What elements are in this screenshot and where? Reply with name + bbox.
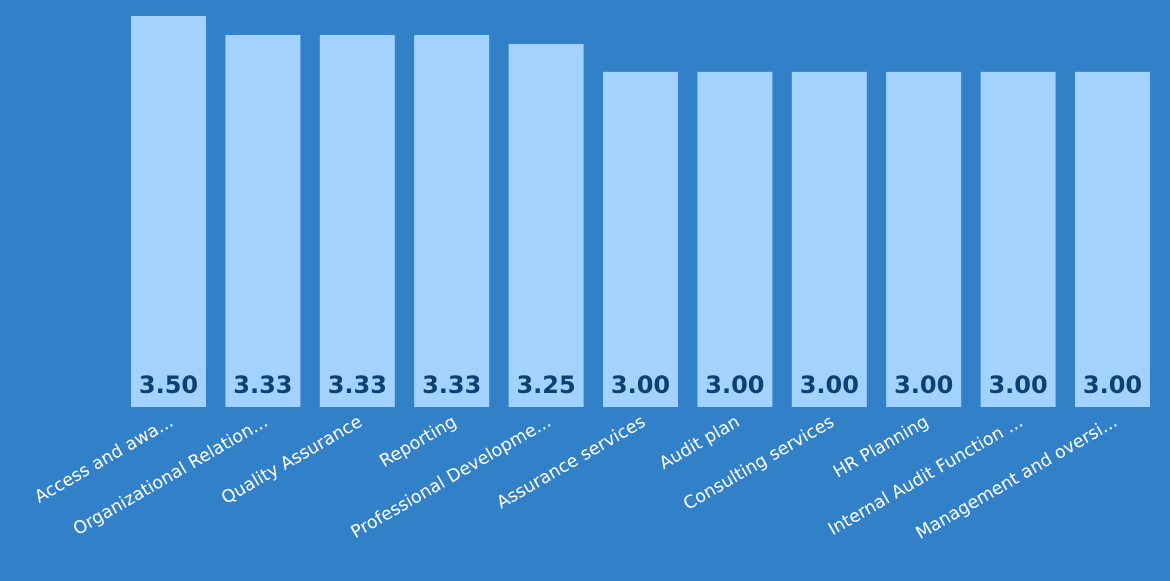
bar[interactable] [225, 34, 301, 408]
bar-value-label: 3.00 [1083, 371, 1142, 399]
bars-group [131, 16, 1150, 408]
bar[interactable] [319, 34, 395, 408]
bar-value-label: 3.33 [233, 371, 292, 399]
bar[interactable] [791, 71, 867, 407]
bar-value-label: 3.33 [328, 371, 387, 399]
bar-value-label: 3.25 [516, 371, 575, 399]
bar[interactable] [697, 71, 773, 407]
value-labels-group: 3.50 3.33 3.33 3.33 3.25 3.00 3.00 3.00 3.00 3.00… [139, 371, 1142, 399]
bar[interactable] [1075, 71, 1150, 407]
bar[interactable] [508, 43, 584, 408]
bar-value-label: 3.33 [422, 371, 481, 399]
bar-value-label: 3.50 [139, 371, 198, 399]
bar[interactable] [886, 71, 962, 407]
bar-value-label: 3.00 [611, 371, 670, 399]
bar-value-label: 3.00 [988, 371, 1047, 399]
bar[interactable] [980, 71, 1056, 407]
bar-value-label: 3.00 [800, 371, 859, 399]
bar[interactable] [603, 71, 678, 407]
bar[interactable] [414, 34, 490, 408]
bar[interactable] [131, 16, 206, 407]
bar-value-label: 3.00 [894, 371, 953, 399]
bar-value-label: 3.00 [705, 371, 764, 399]
